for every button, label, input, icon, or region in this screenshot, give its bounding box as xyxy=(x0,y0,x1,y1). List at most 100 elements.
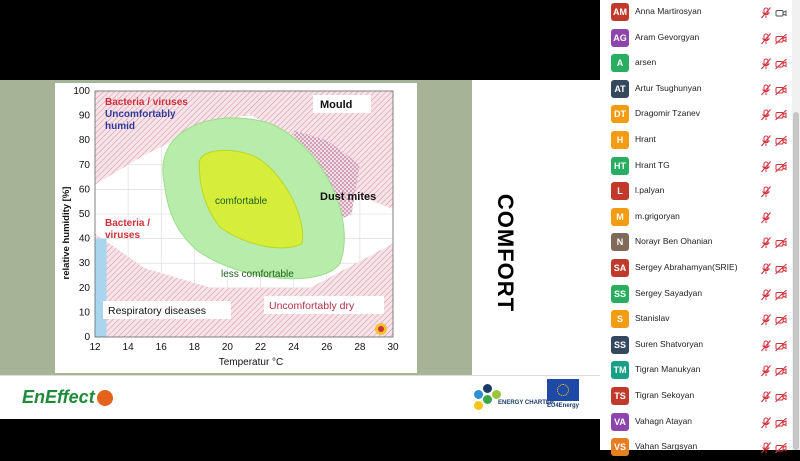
mic-muted-icon[interactable] xyxy=(761,416,771,428)
participant-row[interactable]: SS Sergey Sayadyan xyxy=(600,282,792,308)
x-tick-label: 18 xyxy=(189,342,201,353)
mic-muted-icon[interactable] xyxy=(761,32,771,44)
comfort-chart-svg: 12 14 16 18 20 22 24 26 28 30 0 10 20 30 40 50 60 70 80 90 1… xyxy=(61,86,399,368)
camera-off-icon[interactable] xyxy=(775,57,787,70)
participant-name: Sergey Abrahamyan(SRIE) xyxy=(635,262,738,272)
camera-off-icon[interactable] xyxy=(775,339,787,352)
x-tick-label: 24 xyxy=(288,342,300,353)
camera-off-icon[interactable] xyxy=(775,83,787,96)
avatar: DT xyxy=(611,105,629,124)
y-tick-label: 50 xyxy=(79,209,91,220)
camera-off-icon[interactable] xyxy=(775,416,787,429)
participant-row[interactable]: AG Aram Gevorgyan xyxy=(600,26,792,52)
participant-row[interactable]: S Stanislav xyxy=(600,307,792,333)
comfort-chart: 12 14 16 18 20 22 24 26 28 30 0 10 20 30 40 50 60 70 80 90 1… xyxy=(55,83,417,373)
participant-row[interactable]: TS Tigran Sekoyan xyxy=(600,384,792,410)
label-bacteria-mid-1: Bacteria / xyxy=(105,218,150,229)
scrollbar-thumb[interactable] xyxy=(793,112,799,450)
participant-row[interactable]: SA Sergey Abrahamyan(SRIE) xyxy=(600,256,792,282)
label-dry: Uncomfortably dry xyxy=(269,300,355,312)
participant-row[interactable]: N Norayr Ben Ohanian xyxy=(600,230,792,256)
avatar: AT xyxy=(611,79,629,98)
participant-name: Sergey Sayadyan xyxy=(635,287,703,298)
participant-name: Stanislav xyxy=(635,313,670,324)
avatar: HT xyxy=(611,156,629,175)
participant-name: Tigran Manukyan xyxy=(635,364,701,375)
participant-name: Hrant TG xyxy=(635,159,670,170)
mic-muted-icon[interactable] xyxy=(761,6,771,19)
y-tick-label: 60 xyxy=(79,184,91,195)
participant-row[interactable]: SS Suren Shatvoryan xyxy=(600,333,792,359)
camera-off-icon[interactable] xyxy=(775,313,787,326)
mic-muted-icon[interactable] xyxy=(761,57,771,70)
mic-muted-icon[interactable] xyxy=(761,339,771,352)
participant-row[interactable]: HT Hrant TG xyxy=(600,154,792,180)
mic-muted-icon[interactable] xyxy=(761,313,771,326)
camera-off-icon[interactable] xyxy=(775,160,787,173)
mic-muted-icon[interactable] xyxy=(761,160,771,172)
avatar: VA xyxy=(611,412,629,431)
participant-row[interactable]: AT Artur Tsughunyan xyxy=(600,77,792,103)
slide-right-panel xyxy=(472,80,600,375)
participant-name: Norayr Ben Ohanian xyxy=(635,236,713,247)
camera-off-icon[interactable] xyxy=(775,32,787,45)
avatar: A xyxy=(611,54,629,73)
mould-label-bg xyxy=(313,95,371,113)
camera-off-icon[interactable] xyxy=(775,236,787,249)
mic-muted-icon[interactable] xyxy=(761,364,771,377)
comfort-title: COMFORT xyxy=(493,193,518,313)
y-tick-label: 80 xyxy=(79,135,91,146)
mic-muted-icon[interactable] xyxy=(761,390,771,403)
participant-name: l.palyan xyxy=(635,185,665,196)
y-tick-label: 70 xyxy=(79,160,91,171)
y-tick-label: 90 xyxy=(79,111,91,122)
resp-label-bg xyxy=(103,301,231,319)
y-tick-label: 100 xyxy=(73,86,90,97)
avatar: AM xyxy=(611,3,629,21)
avatar: H xyxy=(611,131,629,149)
label-mould: Mould xyxy=(320,99,352,111)
camera-off-icon[interactable] xyxy=(775,134,787,147)
camera-off-icon[interactable] xyxy=(775,390,787,403)
camera-off-icon[interactable] xyxy=(775,108,787,121)
x-tick-label: 14 xyxy=(123,342,135,353)
mic-muted-icon[interactable] xyxy=(761,441,771,454)
label-less-comfortable: less comfortable xyxy=(221,269,294,280)
participant-row[interactable]: H Hrant xyxy=(600,128,792,154)
y-tick-label: 0 xyxy=(84,332,90,343)
mic-muted-icon[interactable] xyxy=(761,134,771,147)
mic-muted-icon[interactable] xyxy=(761,236,771,249)
participant-row[interactable]: DT Dragomir Tzanev xyxy=(600,102,792,128)
region-comfortable xyxy=(198,149,304,249)
camera-off-icon[interactable] xyxy=(775,262,787,275)
camera-off-icon[interactable] xyxy=(775,364,787,377)
mic-muted-icon[interactable] xyxy=(761,211,771,224)
participants-scrollbar[interactable] xyxy=(792,0,800,450)
x-tick-label: 22 xyxy=(255,342,267,353)
y-tick-label: 40 xyxy=(79,234,91,245)
mic-muted-icon[interactable] xyxy=(761,185,771,198)
mic-muted-icon[interactable] xyxy=(761,83,771,96)
avatar: S xyxy=(611,310,629,329)
participant-row[interactable]: AM Anna Martirosyan xyxy=(600,0,792,26)
participant-name: Anna Martirosyan xyxy=(635,6,702,16)
camera-off-icon[interactable] xyxy=(775,441,787,454)
participant-row[interactable]: VA Vahagn Atayan xyxy=(600,410,792,436)
participant-row[interactable]: VS Vahan Sargsyan xyxy=(600,435,792,461)
mic-muted-icon[interactable] xyxy=(761,262,771,275)
x-tick-label: 26 xyxy=(321,342,333,353)
camera-icon[interactable] xyxy=(775,6,787,18)
y-tick-label: 10 xyxy=(79,307,91,318)
mic-muted-icon[interactable] xyxy=(761,288,771,300)
mic-muted-icon[interactable] xyxy=(761,108,771,121)
participant-name: Dragomir Tzanev xyxy=(635,108,701,119)
x-tick-label: 16 xyxy=(156,342,168,353)
participant-row[interactable]: TM Tigran Manukyan xyxy=(600,358,792,384)
label-comfortable: comfortable xyxy=(215,196,268,207)
camera-off-icon[interactable] xyxy=(775,288,787,301)
label-bacteria-top: Bacteria / viruses xyxy=(105,97,188,108)
